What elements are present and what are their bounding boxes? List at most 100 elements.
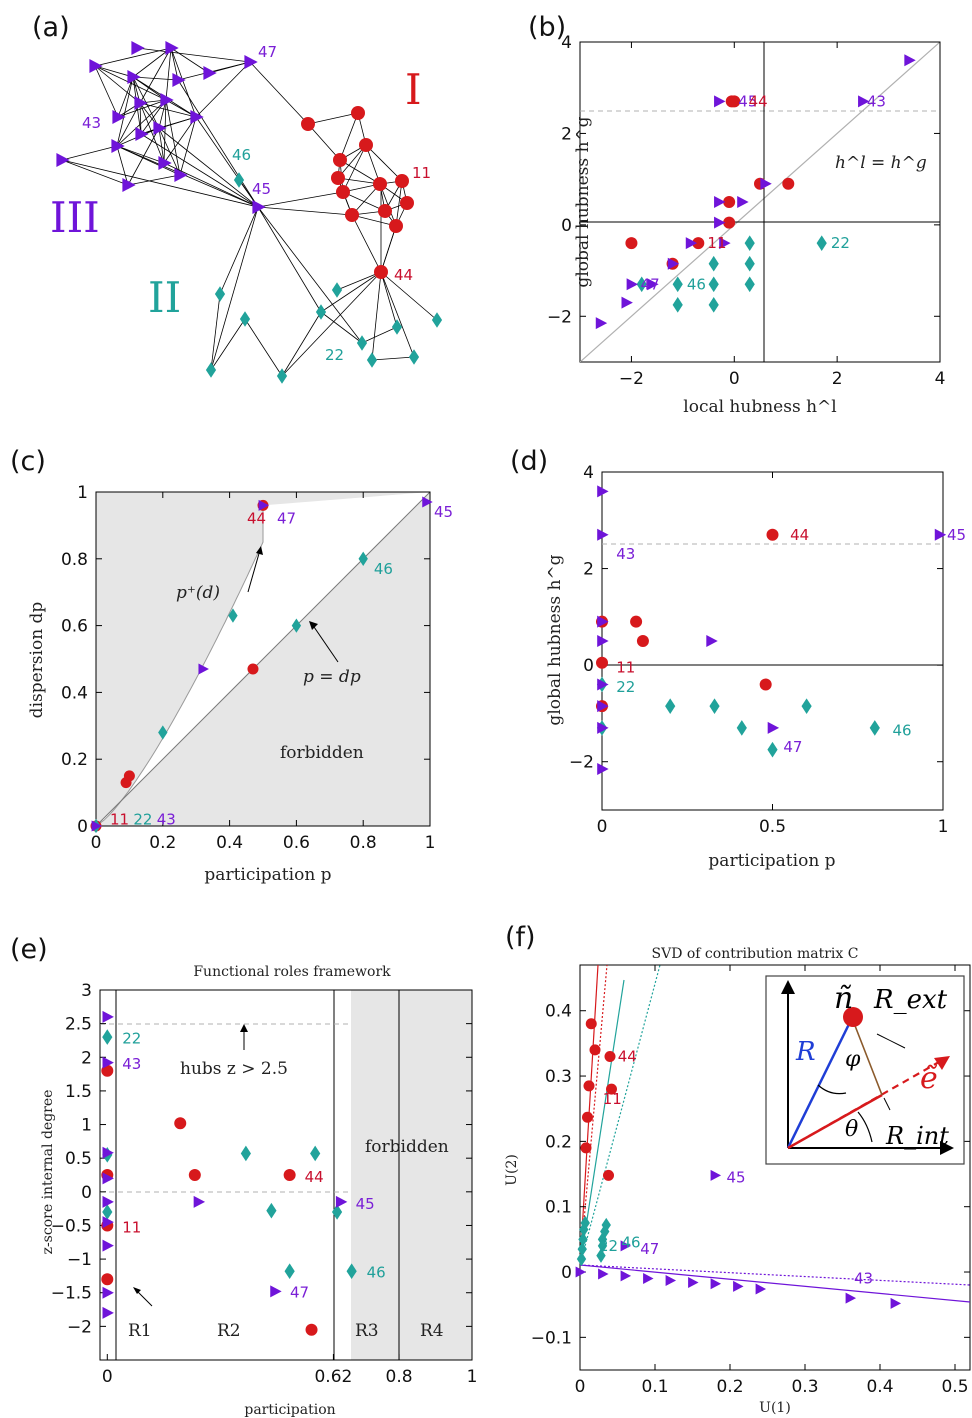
network-node-III <box>134 96 148 110</box>
data-point-I <box>723 216 736 229</box>
data-point-III <box>719 237 731 250</box>
tick-label: 0.3 <box>791 1377 818 1397</box>
network-node-III <box>122 178 136 192</box>
network-edge <box>257 191 344 208</box>
tick-label: 0 <box>729 369 740 389</box>
network-node-III <box>89 59 103 73</box>
network-edge <box>249 61 309 125</box>
network-edge <box>117 76 134 118</box>
data-point-II <box>709 698 720 714</box>
network-edge <box>210 293 221 371</box>
point-label: 44 <box>749 92 768 110</box>
community-label-I: I <box>405 65 422 114</box>
point-label: 46 <box>622 1234 641 1252</box>
point-label: 11 <box>603 1090 622 1108</box>
inset-label: θ <box>845 1117 858 1142</box>
point-label: 47 <box>783 738 802 756</box>
panel-label-a: (a) <box>32 12 70 43</box>
forbidden-region <box>351 990 472 1360</box>
data-point-III <box>685 237 698 250</box>
data-point-III <box>667 257 680 270</box>
network-edge <box>179 116 197 176</box>
vector-R <box>786 1017 854 1149</box>
pointer-arrow <box>311 623 339 663</box>
data-point-I <box>585 1018 597 1030</box>
tick-label: 4 <box>561 33 572 53</box>
tick-label: −0.5 <box>51 1216 92 1236</box>
network-edge <box>140 116 197 135</box>
tick-label: 0.2 <box>716 1377 743 1397</box>
data-point-II <box>708 255 719 272</box>
tick-label: 0 <box>597 817 608 837</box>
tick-label: 3 <box>81 981 92 1001</box>
network-edge <box>257 206 353 216</box>
tick-label: 0.5 <box>65 1149 92 1169</box>
data-point-III <box>620 1240 632 1252</box>
pointer-line <box>876 1033 906 1049</box>
tick-label: 0.1 <box>641 1377 668 1397</box>
panel-label-e: (e) <box>10 934 48 965</box>
panel-a: (a) I II III 47 43 46 45 11 44 22 <box>32 12 443 384</box>
network-edge <box>170 47 210 74</box>
network-node-II <box>205 362 217 378</box>
point-label: 47 <box>640 1240 659 1258</box>
data-point-I <box>604 1050 616 1062</box>
data-point-II <box>291 618 302 633</box>
point-label: 44 <box>247 510 266 528</box>
tick-label: 1 <box>938 817 949 837</box>
data-point-III <box>904 54 916 67</box>
network-node-II <box>431 312 443 328</box>
diagonal-annotation: p = dp <box>303 667 361 687</box>
network-node-label: 46 <box>232 146 251 164</box>
data-point-I <box>636 635 649 647</box>
data-point-I <box>606 1083 617 1095</box>
network-node-label: 43 <box>82 114 101 132</box>
tick-label: 0.3 <box>545 1067 572 1087</box>
data-point-III <box>710 1169 722 1181</box>
panel-label-b: (b) <box>528 12 566 43</box>
data-point-I <box>596 656 608 669</box>
chart-title: Functional roles framework <box>193 964 391 980</box>
data-point-III <box>270 1285 282 1298</box>
data-point-III <box>102 1216 114 1229</box>
data-point-III <box>714 95 726 108</box>
data-point-II <box>576 1251 587 1267</box>
network-edge <box>116 102 141 147</box>
point-label: 45 <box>434 503 453 521</box>
network-edge <box>165 47 172 101</box>
network-edge <box>116 145 259 208</box>
network-node-III <box>127 70 141 84</box>
inset-label: ẽ <box>920 1061 938 1096</box>
network-node-I <box>359 138 373 152</box>
tick-label: 0.2 <box>545 1132 572 1152</box>
network-edge <box>336 271 382 291</box>
theta-arc <box>857 1111 873 1143</box>
data-point-II <box>578 1232 588 1247</box>
network-node-I <box>378 204 392 218</box>
data-point-III <box>626 278 639 291</box>
data-point-III <box>597 678 609 691</box>
network-edge <box>163 116 197 164</box>
inset-label: R <box>795 1037 816 1067</box>
tick-label: 1 <box>425 833 436 853</box>
data-point-III <box>575 1266 587 1278</box>
point-label: 22 <box>599 1237 618 1255</box>
tick-label: −1 <box>67 1250 92 1270</box>
network-node-III <box>112 110 126 124</box>
network-edge <box>257 206 322 313</box>
data-point-III <box>767 721 780 734</box>
point-label: 46 <box>374 560 393 578</box>
network-edges <box>61 47 438 377</box>
data-point-II <box>636 276 647 293</box>
network-edge <box>337 144 367 179</box>
axes-frame <box>579 964 971 1371</box>
panel-label-f: (f) <box>505 922 536 953</box>
network-node-II <box>366 352 378 368</box>
network-edge <box>320 311 363 344</box>
network-edge <box>371 356 415 361</box>
arrow-head <box>940 1141 954 1155</box>
data-point-III <box>102 1286 114 1299</box>
tick-label: −1.5 <box>51 1284 92 1304</box>
point-label: 22 <box>133 810 152 828</box>
tick-label: 2 <box>81 1048 92 1068</box>
